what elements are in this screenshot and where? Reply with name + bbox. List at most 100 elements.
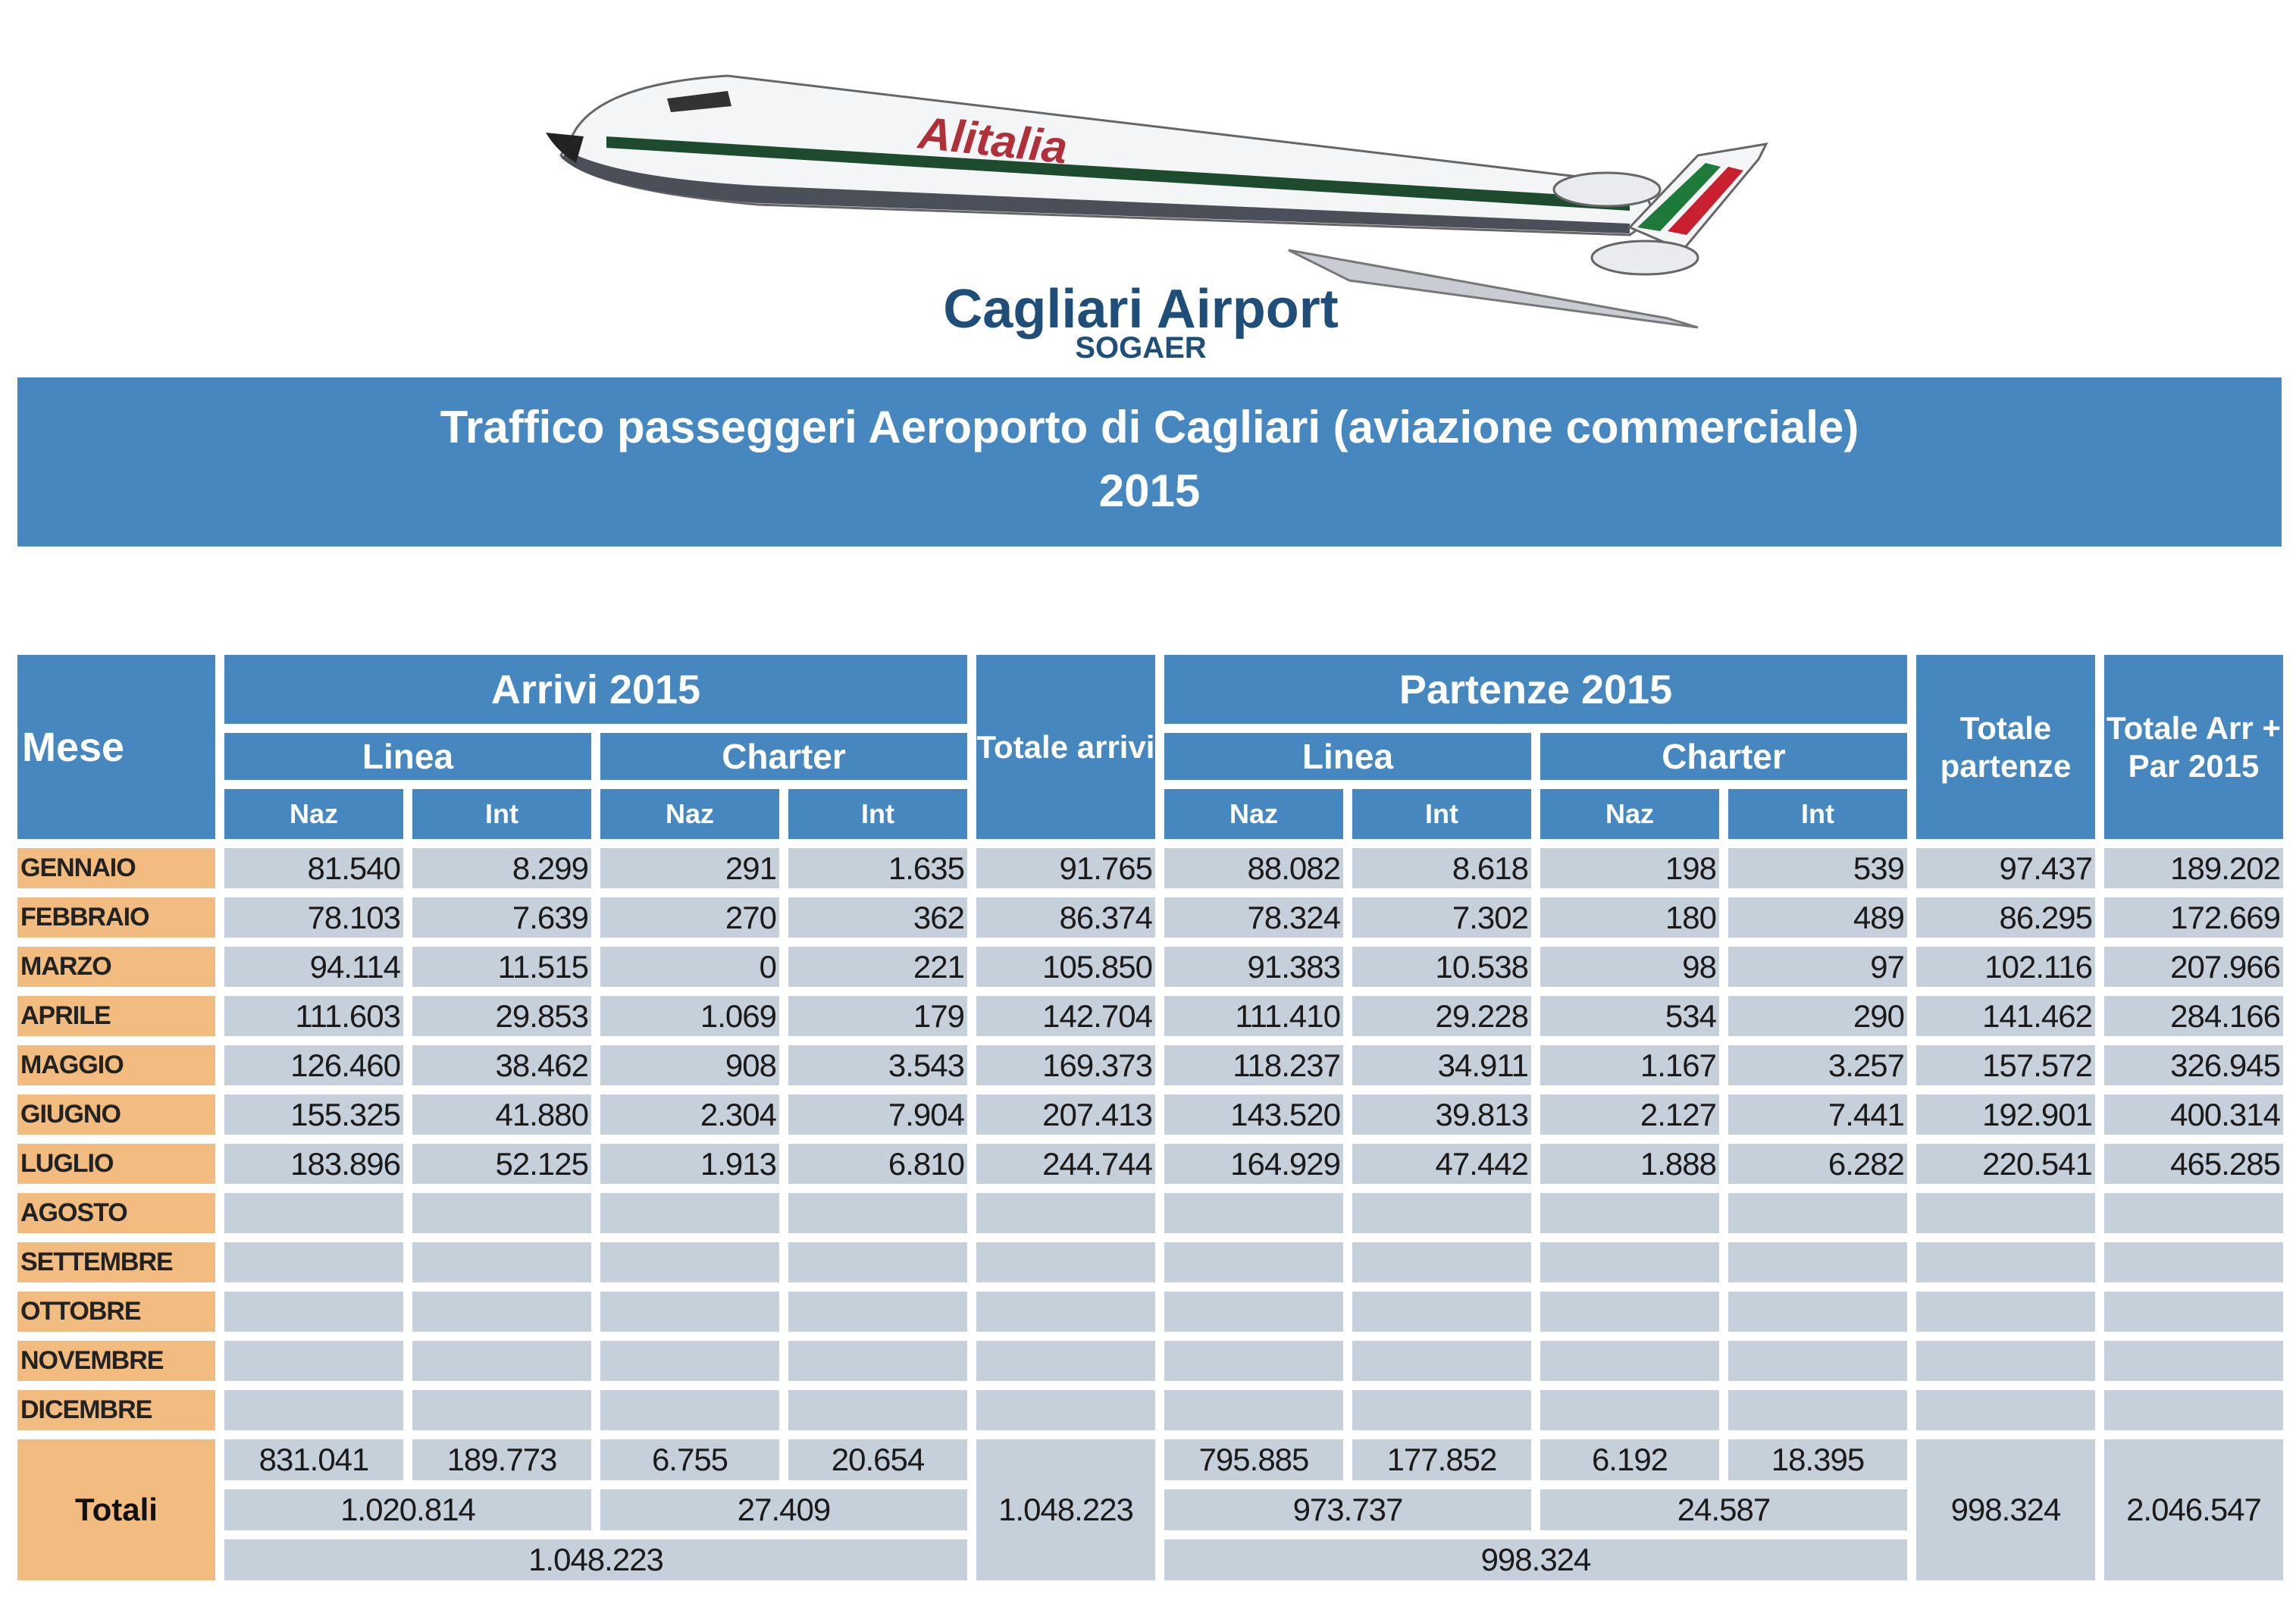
value-cell: 8.618 (1352, 848, 1531, 888)
month-label: NOVEMBRE (17, 1341, 215, 1381)
table-row: DICEMBRE (17, 1390, 2283, 1430)
totals-row-detail: Totali 831.041 189.773 6.755 20.654 1.048.223… (17, 1439, 2283, 1580)
value-cell: 78.324 (1164, 897, 1343, 938)
totals-partenze-charter: 24.587 (1540, 1489, 1907, 1530)
totals-label: Totali (17, 1439, 215, 1580)
value-cell: 34.911 (1352, 1045, 1531, 1085)
header-int: Int (412, 789, 591, 839)
month-label: FEBBRAIO (17, 897, 215, 938)
value-cell (1916, 1193, 2095, 1233)
table-row: AGOSTO (17, 1193, 2283, 1233)
value-cell: 3.257 (1728, 1045, 1907, 1085)
value-cell (1164, 1242, 1343, 1282)
value-cell: 97 (1728, 947, 1907, 987)
table-row: LUGLIO 183.896 52.125 1.913 6.810 244.744 164.… (17, 1144, 2283, 1184)
value-cell (2104, 1242, 2283, 1282)
value-cell: 52.125 (412, 1144, 591, 1184)
totals-arrivi-charter: 27.409 (600, 1489, 967, 1530)
header-int: Int (1352, 789, 1531, 839)
totals-partenze-sum: 998.324 (1164, 1539, 1907, 1580)
value-cell (788, 1292, 967, 1332)
header-arrivi-charter: Charter (600, 733, 967, 780)
totals-partenze-detail: 795.885 (1164, 1439, 1343, 1480)
value-cell: 244.744 (976, 1144, 1155, 1184)
value-cell: 86.295 (1916, 897, 2095, 938)
value-cell (976, 1193, 1155, 1233)
value-cell: 362 (788, 897, 967, 938)
value-cell (2104, 1193, 2283, 1233)
value-cell: 81.540 (224, 848, 403, 888)
value-cell: 86.374 (976, 897, 1155, 938)
value-cell: 465.285 (2104, 1144, 2283, 1184)
totals-arrivi-detail: 831.041 (224, 1439, 403, 1480)
value-cell: 400.314 (2104, 1094, 2283, 1135)
value-cell: 534 (1540, 996, 1719, 1036)
value-cell: 29.853 (412, 996, 591, 1036)
table-row: MARZO 94.114 11.515 0 221 105.850 91.383 10.538… (17, 947, 2283, 987)
cagliari-airport-logo: Alitalia Cagliari Airport SOGAER (546, 74, 1768, 364)
value-cell: 326.945 (2104, 1045, 2283, 1085)
value-cell (976, 1390, 1155, 1430)
value-cell: 220.541 (1916, 1144, 2095, 1184)
value-cell: 118.237 (1164, 1045, 1343, 1085)
value-cell: 7.441 (1728, 1094, 1907, 1135)
value-cell (1916, 1341, 2095, 1381)
month-label: MAGGIO (17, 1045, 215, 1085)
value-cell (1540, 1292, 1719, 1332)
value-cell (224, 1193, 403, 1233)
value-cell (1352, 1390, 1531, 1430)
value-cell: 142.704 (976, 996, 1155, 1036)
value-cell (1916, 1242, 2095, 1282)
value-cell: 91.765 (976, 848, 1155, 888)
value-cell: 8.299 (412, 848, 591, 888)
value-cell: 169.373 (976, 1045, 1155, 1085)
header-int: Int (788, 789, 967, 839)
value-cell: 1.167 (1540, 1045, 1719, 1085)
value-cell (976, 1242, 1155, 1282)
table-row: SETTEMBRE (17, 1242, 2283, 1282)
value-cell: 1.635 (788, 848, 967, 888)
value-cell (976, 1341, 1155, 1381)
value-cell: 7.904 (788, 1094, 967, 1135)
value-cell (412, 1341, 591, 1381)
value-cell (600, 1193, 779, 1233)
header-totale-arrivi: Totale arrivi (976, 655, 1155, 839)
value-cell (600, 1341, 779, 1381)
value-cell (1352, 1292, 1531, 1332)
value-cell (1352, 1242, 1531, 1282)
page-title: Traffico passeggeri Aeroporto di Cagliar… (440, 402, 1859, 452)
value-cell: 180 (1540, 897, 1719, 938)
value-cell: 270 (600, 897, 779, 938)
value-cell (600, 1292, 779, 1332)
value-cell: 105.850 (976, 947, 1155, 987)
value-cell: 1.069 (600, 996, 779, 1036)
value-cell: 11.515 (412, 947, 591, 987)
totals-arrivi-linea: 1.020.814 (224, 1489, 591, 1530)
value-cell (788, 1390, 967, 1430)
value-cell: 3.543 (788, 1045, 967, 1085)
value-cell (412, 1242, 591, 1282)
totals-row-sum: 1.048.223 998.324 (17, 1539, 2283, 1580)
totals-arrivi-sum: 1.048.223 (224, 1539, 967, 1580)
value-cell: 189.202 (2104, 848, 2283, 888)
value-cell (1540, 1193, 1719, 1233)
month-label: GENNAIO (17, 848, 215, 888)
value-cell: 98 (1540, 947, 1719, 987)
value-cell (412, 1390, 591, 1430)
value-cell (1164, 1193, 1343, 1233)
table-row: FEBBRAIO 78.103 7.639 270 362 86.374 78.324 7.3… (17, 897, 2283, 938)
value-cell: 157.572 (1916, 1045, 2095, 1085)
table-row: APRILE 111.603 29.853 1.069 179 142.704 111.41… (17, 996, 2283, 1036)
header-naz: Naz (1540, 789, 1719, 839)
value-cell (224, 1390, 403, 1430)
header-totale-partenze: Totale partenze (1916, 655, 2095, 839)
value-cell (1916, 1292, 2095, 1332)
value-cell: 141.462 (1916, 996, 2095, 1036)
value-cell (1540, 1341, 1719, 1381)
value-cell (412, 1193, 591, 1233)
header-partenze: Partenze 2015 (1164, 655, 1907, 724)
month-label: APRILE (17, 996, 215, 1036)
page-year: 2015 (1098, 465, 1201, 516)
header-partenze-linea: Linea (1164, 733, 1531, 780)
month-label: DICEMBRE (17, 1390, 215, 1430)
